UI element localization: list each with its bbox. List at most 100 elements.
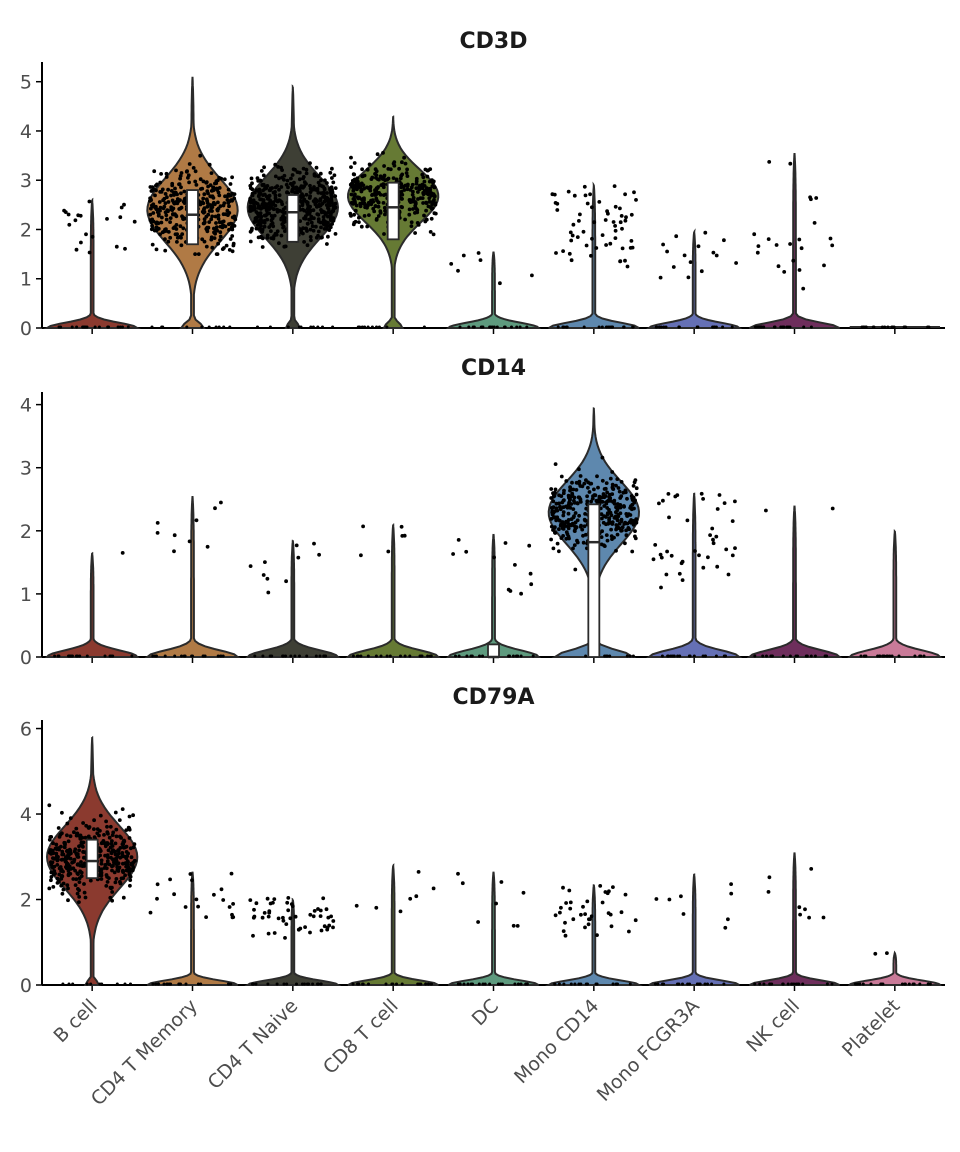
data-point [68,856,73,861]
data-point [110,839,114,843]
data-point [360,167,364,172]
violin-b-cell [44,551,140,658]
data-point [376,214,381,218]
data-point [687,654,691,658]
data-point [571,222,576,227]
data-point [607,499,611,503]
data-point [623,892,628,897]
data-point [180,654,183,658]
data-point [360,325,364,329]
data-point [110,890,115,894]
data-point [362,214,367,218]
data-point [416,190,420,194]
violin-cd4-t-naive [246,84,340,329]
data-point [261,173,266,178]
data-point [269,222,273,227]
data-point [268,325,272,329]
data-point [555,201,560,206]
violin-shape [245,539,341,658]
data-point [75,831,80,836]
data-point [583,925,587,930]
data-point [263,205,267,209]
data-point [227,204,231,209]
data-point [127,836,132,840]
data-point [570,233,575,238]
data-point [328,225,333,230]
data-point [470,654,474,658]
data-point [99,867,104,872]
data-point [633,536,638,541]
data-point [267,909,272,914]
data-point [619,910,624,915]
violin-platelet [849,325,940,329]
data-point [198,153,203,158]
data-point [205,189,210,194]
data-point [625,654,629,658]
y-tick-label: 3 [20,458,32,480]
data-point [813,654,817,658]
data-point [362,202,367,207]
data-point [190,654,194,658]
data-point [378,210,383,215]
data-point [570,480,574,485]
data-point [767,875,772,880]
x-tick-label: CD4 T Memory [87,995,202,1110]
data-point [253,654,257,658]
data-point [273,174,278,179]
data-point [61,982,65,986]
data-point [454,654,457,658]
data-point [612,501,617,506]
data-point [172,549,176,554]
data-point [516,982,520,986]
data-point [187,162,192,166]
data-point [79,860,83,864]
data-point [422,325,426,329]
panel-cd3d: CD3D 0 1 2 3 4 5 [20,29,945,340]
data-point [426,982,430,986]
data-point [227,248,232,252]
data-point [375,186,379,191]
data-point [666,492,671,496]
data-point [374,905,379,910]
data-point [233,217,238,222]
data-point [153,654,157,658]
data-point [154,207,159,212]
data-point [71,859,76,864]
data-point [315,212,320,217]
data-point [126,860,130,864]
data-point [585,899,590,904]
violin-dc [445,251,542,329]
data-point [762,325,766,329]
data-point [416,982,420,986]
data-point [559,494,564,498]
data-point [823,654,827,658]
data-point [57,654,61,658]
data-point [272,897,277,901]
data-point [217,193,222,198]
data-point [619,480,624,484]
data-point [54,842,59,847]
data-point [564,901,568,905]
data-point [98,828,102,833]
data-point [903,982,907,986]
data-point [164,217,169,222]
data-point [232,224,237,228]
data-point [814,196,819,200]
data-point [812,221,817,225]
data-point [734,261,738,265]
violin-mono-fcgr3a [648,873,740,986]
data-point [308,930,312,935]
data-point [918,654,922,658]
data-point [319,225,323,230]
data-point [623,541,627,546]
data-point [232,192,237,197]
box [85,838,99,880]
data-point [425,186,429,191]
data-point [270,654,274,658]
data-point [254,982,258,986]
data-point [467,325,471,329]
data-point [349,165,353,170]
data-point [733,546,737,550]
data-point [786,325,790,329]
data-point [227,982,230,986]
